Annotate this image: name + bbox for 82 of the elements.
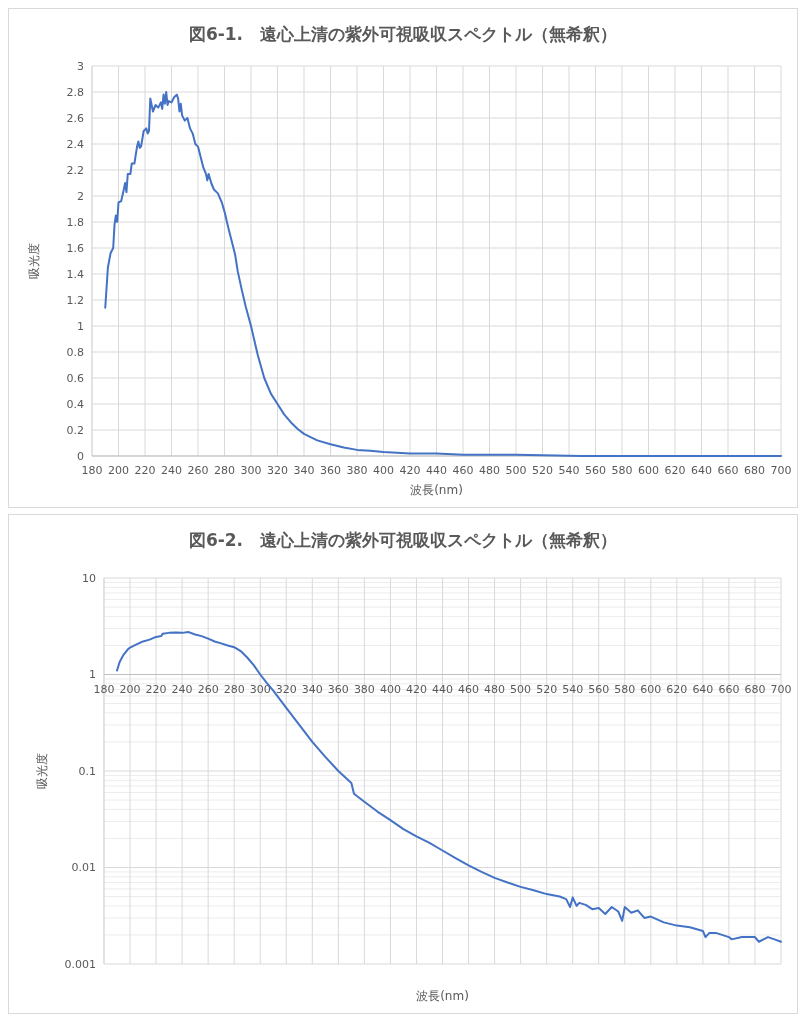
x-tick-label: 620 xyxy=(666,682,688,696)
x-tick-label: 280 xyxy=(214,464,235,477)
x-tick-label: 440 xyxy=(432,682,453,696)
x-tick-label: 560 xyxy=(585,464,606,477)
x-tick-label: 380 xyxy=(346,464,368,477)
y-tick-label: 1.2 xyxy=(66,293,84,307)
y-tick-label: 0.2 xyxy=(66,423,84,437)
x-axis-title: 波長(nm) xyxy=(416,989,469,1003)
x-tick-label: 460 xyxy=(452,464,474,477)
x-tick-label: 600 xyxy=(640,682,662,696)
x-tick-label: 580 xyxy=(614,682,636,696)
y-tick-label: 1.6 xyxy=(66,241,84,255)
y-tick-label: 0.4 xyxy=(66,397,84,411)
y-tick-label: 0.8 xyxy=(66,345,84,359)
y-tick-label: 0.6 xyxy=(66,371,84,385)
y-axis-title: 吸光度 xyxy=(35,753,49,789)
x-tick-label: 420 xyxy=(405,682,427,696)
y-tick-label: 1 xyxy=(89,668,96,682)
x-tick-label: 500 xyxy=(505,464,527,477)
x-tick-label: 560 xyxy=(588,682,610,696)
x-tick-label: 640 xyxy=(691,464,712,477)
x-tick-label: 520 xyxy=(536,682,558,696)
x-tick-label: 420 xyxy=(399,464,421,477)
x-tick-label: 240 xyxy=(171,682,193,696)
x-tick-label: 600 xyxy=(638,464,659,477)
x-tick-label: 320 xyxy=(275,682,297,696)
x-tick-label: 700 xyxy=(770,682,792,696)
x-tick-label: 480 xyxy=(484,682,506,696)
y-tick-label: 1.4 xyxy=(66,267,84,281)
x-tick-label: 180 xyxy=(93,682,115,696)
y-tick-label: 0.1 xyxy=(78,764,96,778)
x-tick-label: 400 xyxy=(379,682,401,696)
x-tick-label: 440 xyxy=(426,464,447,477)
x-tick-label: 260 xyxy=(197,682,219,696)
x-axis-title: 波長(nm) xyxy=(410,483,463,497)
x-tick-label: 500 xyxy=(510,682,532,696)
x-tick-label: 200 xyxy=(108,464,129,477)
x-tick-label: 300 xyxy=(240,464,262,477)
x-tick-label: 360 xyxy=(320,464,341,477)
x-tick-label: 540 xyxy=(562,682,584,696)
y-tick-label: 2.6 xyxy=(66,111,84,125)
x-tick-label: 340 xyxy=(293,464,315,477)
x-tick-label: 620 xyxy=(664,464,686,477)
x-tick-label: 180 xyxy=(81,464,103,477)
y-tick-label: 10 xyxy=(82,571,96,585)
y-tick-label: 2.8 xyxy=(66,85,84,99)
x-tick-label: 380 xyxy=(353,682,375,696)
y-tick-label: 2 xyxy=(77,189,84,203)
x-tick-label: 580 xyxy=(611,464,633,477)
y-tick-label: 1.8 xyxy=(66,215,84,229)
x-tick-label: 480 xyxy=(479,464,500,477)
line-series xyxy=(104,91,782,457)
y-tick-label: 2.2 xyxy=(66,163,84,177)
y-tick-label: 0.01 xyxy=(71,861,96,875)
y-tick-label: 2.4 xyxy=(66,137,84,151)
x-tick-label: 400 xyxy=(373,464,394,477)
x-tick-label: 220 xyxy=(134,464,156,477)
x-tick-label: 640 xyxy=(692,682,714,696)
x-tick-label: 660 xyxy=(718,682,740,696)
x-tick-label: 340 xyxy=(301,682,323,696)
x-tick-label: 700 xyxy=(770,464,792,477)
x-tick-label: 220 xyxy=(145,682,167,696)
y-tick-label: 0.001 xyxy=(64,957,96,971)
x-tick-label: 200 xyxy=(119,682,141,696)
y-tick-label: 0 xyxy=(77,449,84,463)
chart-title: 図6-1. 遠心上清の紫外可視吸収スペクトル（無希釈） xyxy=(188,24,618,44)
x-tick-label: 680 xyxy=(744,464,765,477)
x-tick-label: 680 xyxy=(744,682,766,696)
x-tick-label: 540 xyxy=(558,464,580,477)
x-tick-label: 280 xyxy=(223,682,245,696)
x-tick-label: 260 xyxy=(187,464,209,477)
x-tick-label: 240 xyxy=(161,464,182,477)
x-tick-label: 300 xyxy=(249,682,271,696)
x-tick-label: 360 xyxy=(327,682,349,696)
x-tick-label: 520 xyxy=(532,464,553,477)
y-tick-label: 1 xyxy=(77,319,84,333)
y-tick-label: 3 xyxy=(77,59,84,73)
x-tick-label: 460 xyxy=(458,682,480,696)
chart-title: 図6-2. 遠心上清の紫外可視吸収スペクトル（無希釈） xyxy=(188,530,618,550)
x-tick-label: 320 xyxy=(267,464,288,477)
y-axis-title: 吸光度 xyxy=(27,243,41,279)
x-tick-label: 660 xyxy=(717,464,739,477)
